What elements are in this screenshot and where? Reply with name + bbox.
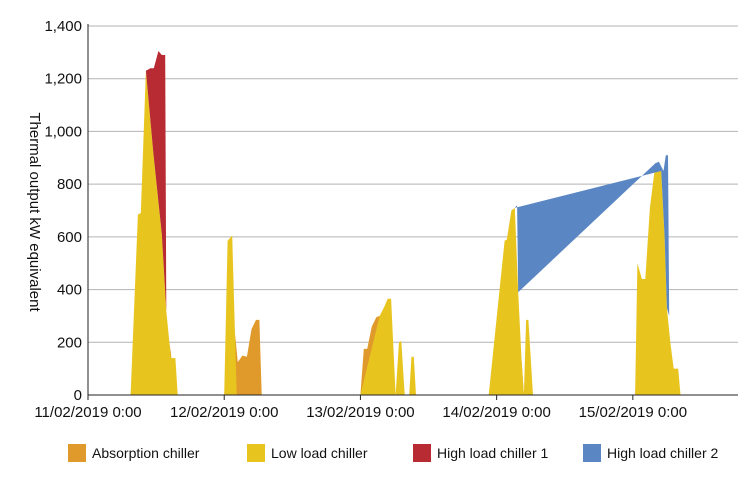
y-tick-label-6: 1,200 (44, 71, 82, 88)
legend-label-high-load-chiller-1: High load chiller 1 (437, 445, 548, 461)
legend-label-absorption-chiller: Absorption chiller (92, 445, 200, 461)
y-tick-label-0: 0 (74, 387, 82, 404)
y-tick-label-2: 400 (57, 282, 82, 299)
legend: Absorption chiller Low load chiller High l… (68, 444, 718, 462)
y-tick-label-1: 200 (57, 334, 82, 351)
x-tick-label-0: 11/02/2019 0:00 (34, 404, 141, 421)
y-tick-label-4: 800 (57, 176, 82, 193)
area-series (130, 51, 681, 396)
y-tick-label-5: 1,000 (44, 123, 82, 140)
legend-label-high-load-chiller-2: High load chiller 2 (607, 445, 718, 461)
area-high-load-chiller-1 (145, 51, 167, 311)
area-high-load-chiller-2 (514, 155, 670, 316)
y-tick-label-3: 600 (57, 229, 82, 246)
area-low-load-chiller (130, 70, 681, 396)
axes (87, 24, 738, 400)
y-tick-label-7: 1,400 (44, 18, 82, 35)
y-tick-labels: 0 200 400 600 800 1,000 1,200 1,400 (44, 18, 82, 404)
x-tick-label-1: 12/02/2019 0:00 (170, 404, 278, 421)
legend-swatch-absorption-chiller (68, 444, 86, 462)
legend-label-low-load-chiller: Low load chiller (271, 445, 368, 461)
legend-swatch-high-load-chiller-1 (413, 444, 431, 462)
x-tick-label-2: 13/02/2019 0:00 (306, 404, 414, 421)
gridlines (88, 25, 738, 343)
x-tick-label-3: 14/02/2019 0:00 (442, 404, 550, 421)
x-tick-labels: 11/02/2019 0:00 12/02/2019 0:00 13/02/2019… (34, 404, 687, 421)
x-tick-label-4: 15/02/2019 0:00 (579, 404, 687, 421)
legend-swatch-low-load-chiller (247, 444, 265, 462)
legend-swatch-high-load-chiller-2 (583, 444, 601, 462)
y-axis-label: Thermal output kW equivalent (26, 112, 43, 312)
